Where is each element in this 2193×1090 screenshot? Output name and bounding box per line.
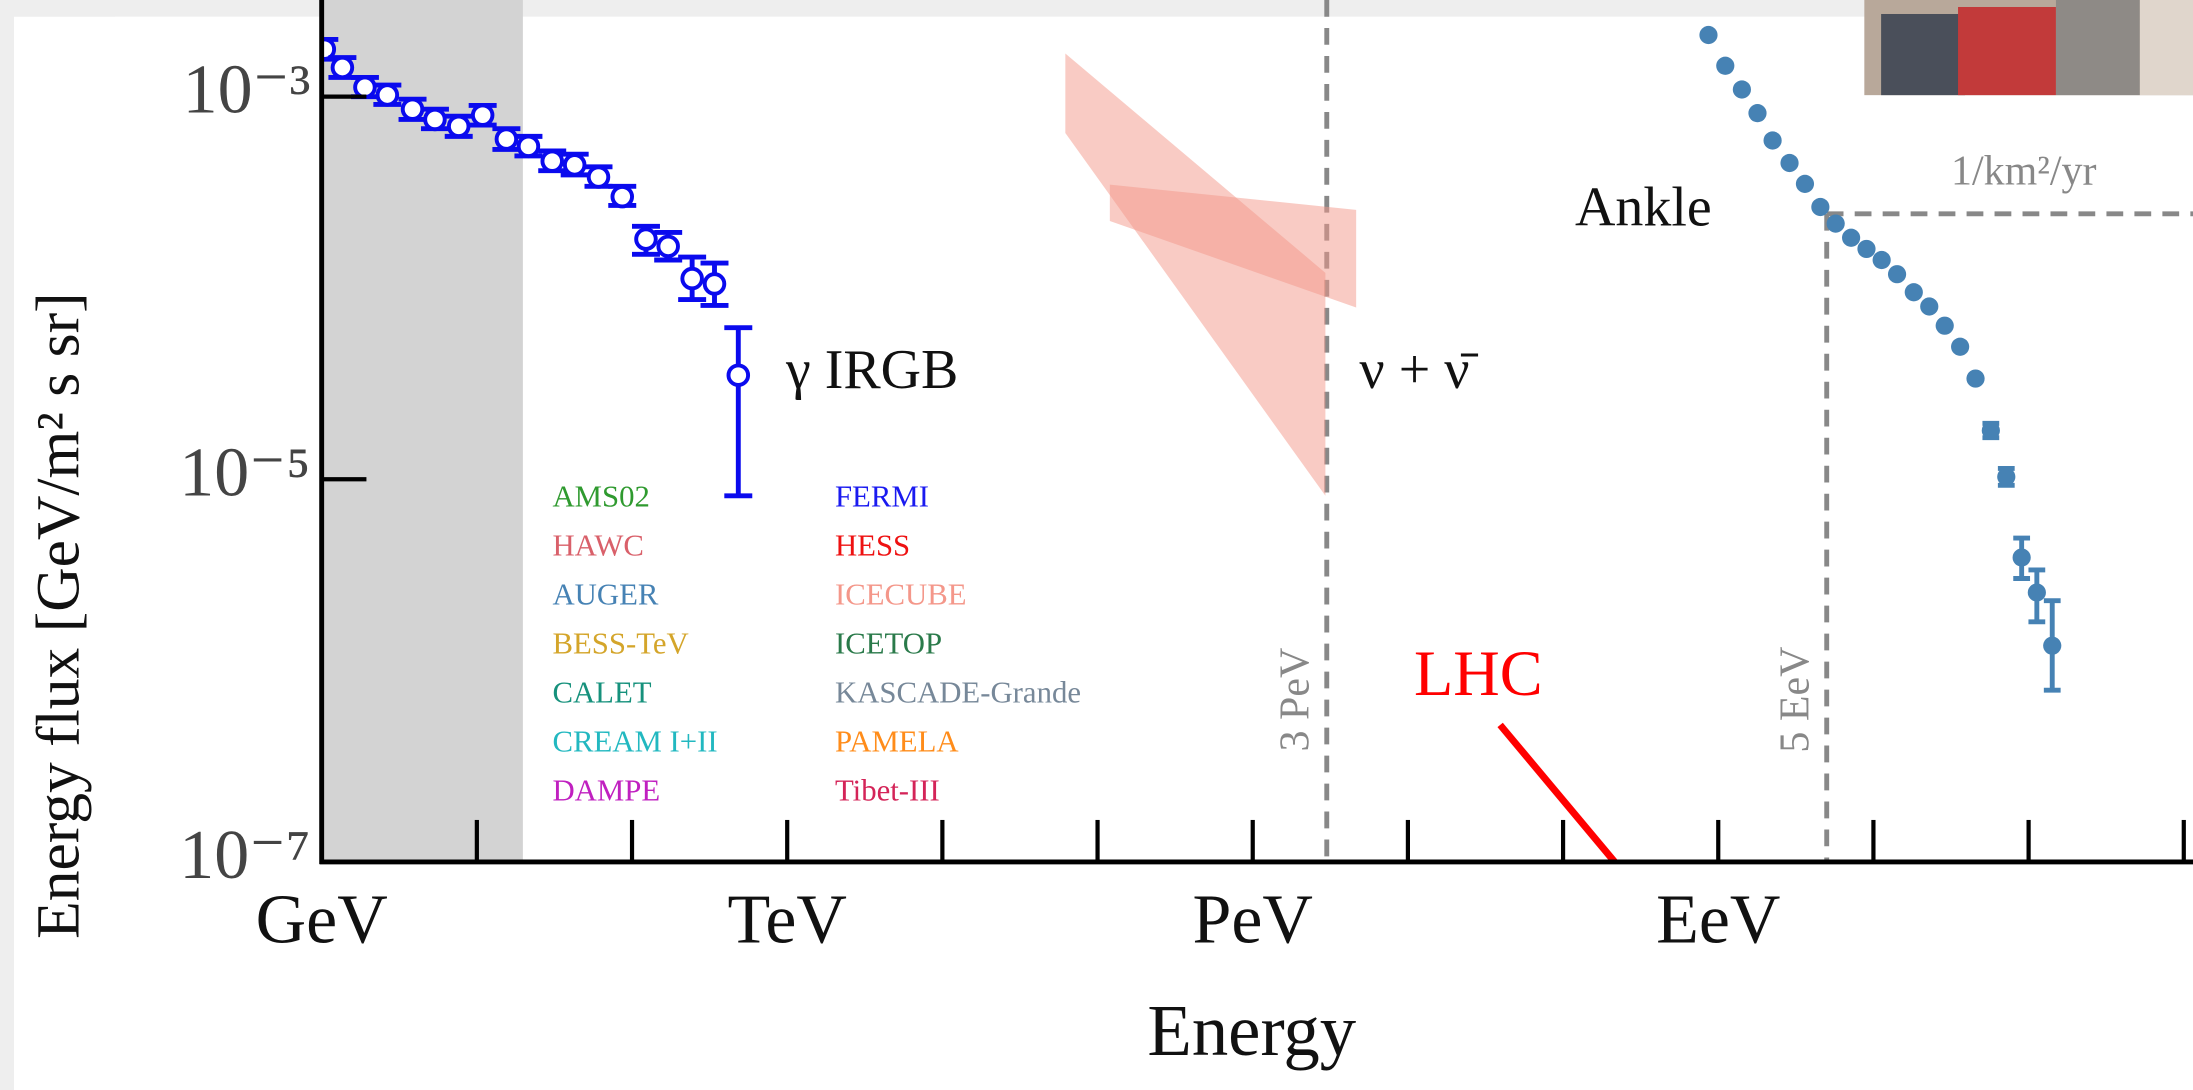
data-point — [2027, 583, 2046, 602]
experiment-label: FERMI — [835, 480, 929, 514]
photo-person — [2139, 0, 2193, 96]
data-point — [1935, 316, 1954, 335]
data-point — [423, 107, 447, 132]
reference-label: 1/km²/yr — [1951, 148, 2096, 194]
data-point — [1920, 297, 1939, 316]
experiment-label: CALET — [552, 675, 651, 709]
y-axis-label: Energy flux [GeV/m² s sr] — [24, 292, 92, 938]
data-point — [1857, 239, 1876, 259]
shaded-region — [321, 0, 523, 862]
experiment-label: KASCADE-Grande — [835, 675, 1081, 709]
error-bar — [724, 325, 753, 499]
photo-person — [1958, 6, 2056, 96]
data-point — [1887, 265, 1907, 284]
data-point — [400, 97, 425, 121]
data-point — [1981, 421, 2000, 440]
band — [1065, 53, 1326, 496]
data-point — [494, 127, 519, 151]
data-point — [516, 134, 541, 159]
photo-person — [2055, 0, 2140, 96]
series-label: LHC — [1414, 638, 1543, 709]
data-point — [1872, 250, 1891, 270]
data-point — [1997, 467, 2016, 486]
data-point — [375, 83, 400, 107]
data-point — [656, 234, 680, 259]
data-point — [330, 55, 355, 80]
x-tick-label: EeV — [1656, 881, 1780, 958]
annotation: Ankle — [1575, 177, 1712, 239]
data-point — [680, 266, 704, 291]
experiment-label: PAMELA — [835, 724, 959, 758]
experiment-label: HAWC — [552, 529, 644, 563]
data-point — [1811, 197, 1830, 217]
band — [1109, 184, 1357, 308]
data-point — [1842, 228, 1861, 247]
experiment-label: AMS02 — [552, 480, 649, 514]
line — [1497, 722, 1618, 862]
photo-person — [1881, 13, 1966, 96]
experiment-label: Tibet-III — [835, 773, 940, 807]
data-point — [1951, 337, 1970, 356]
data-point — [1699, 25, 1718, 45]
y-tick-label: 10⁻⁷ — [179, 817, 310, 894]
plot-area — [321, 0, 2193, 862]
experiment-label: BESS-TeV — [552, 627, 688, 661]
data-point — [1763, 131, 1782, 150]
series-label: ν + ν̄ — [1359, 339, 1478, 401]
reference-label: 5 EeV — [1772, 647, 1818, 753]
data-point — [586, 165, 611, 189]
data-point — [562, 153, 587, 177]
experiment-label: DAMPE — [552, 773, 660, 807]
experiment-label: HESS — [835, 529, 910, 563]
data-point — [1732, 80, 1751, 99]
data-point — [1966, 369, 1985, 388]
y-tick-label: 10⁻³ — [183, 52, 311, 129]
data-point — [702, 272, 727, 296]
x-tick-label: GeV — [256, 881, 388, 958]
experiment-label: ICECUBE — [835, 578, 967, 612]
overlay: 3 PeV 5 EeV 1/km²/yr γ IRGB ν + ν̄ LHC Ankle AM… — [179, 0, 2193, 958]
data-point — [321, 37, 337, 61]
data-point — [1716, 56, 1735, 75]
data-point — [726, 363, 751, 387]
experiment-label: ICETOP — [835, 627, 942, 661]
experiment-label: AUGER — [552, 578, 658, 612]
y-tick-label: 10⁻⁵ — [179, 434, 310, 511]
data-point — [353, 75, 377, 99]
data-point — [540, 149, 564, 173]
data-point — [1795, 174, 1815, 193]
reference-label: 3 PeV — [1272, 648, 1318, 752]
frame-left — [0, 0, 14, 1090]
data-point — [1780, 153, 1799, 173]
experiment-label: CREAM I+II — [552, 724, 717, 758]
data-point — [1826, 214, 1845, 233]
data-point — [2012, 548, 2031, 567]
data-point — [470, 103, 495, 127]
data-point — [2043, 636, 2062, 655]
photo — [1864, 0, 2193, 96]
data-point — [634, 227, 658, 251]
x-axis-label: Energy — [1147, 990, 1356, 1071]
data-point — [1748, 104, 1767, 123]
frame-top — [0, 0, 2193, 17]
data-point — [446, 114, 471, 139]
x-tick-label: TeV — [728, 881, 847, 958]
series-label: γ IRGB — [785, 339, 958, 401]
data-point — [610, 184, 635, 209]
data-point — [1904, 283, 1923, 302]
x-tick-label: PeV — [1193, 881, 1313, 958]
